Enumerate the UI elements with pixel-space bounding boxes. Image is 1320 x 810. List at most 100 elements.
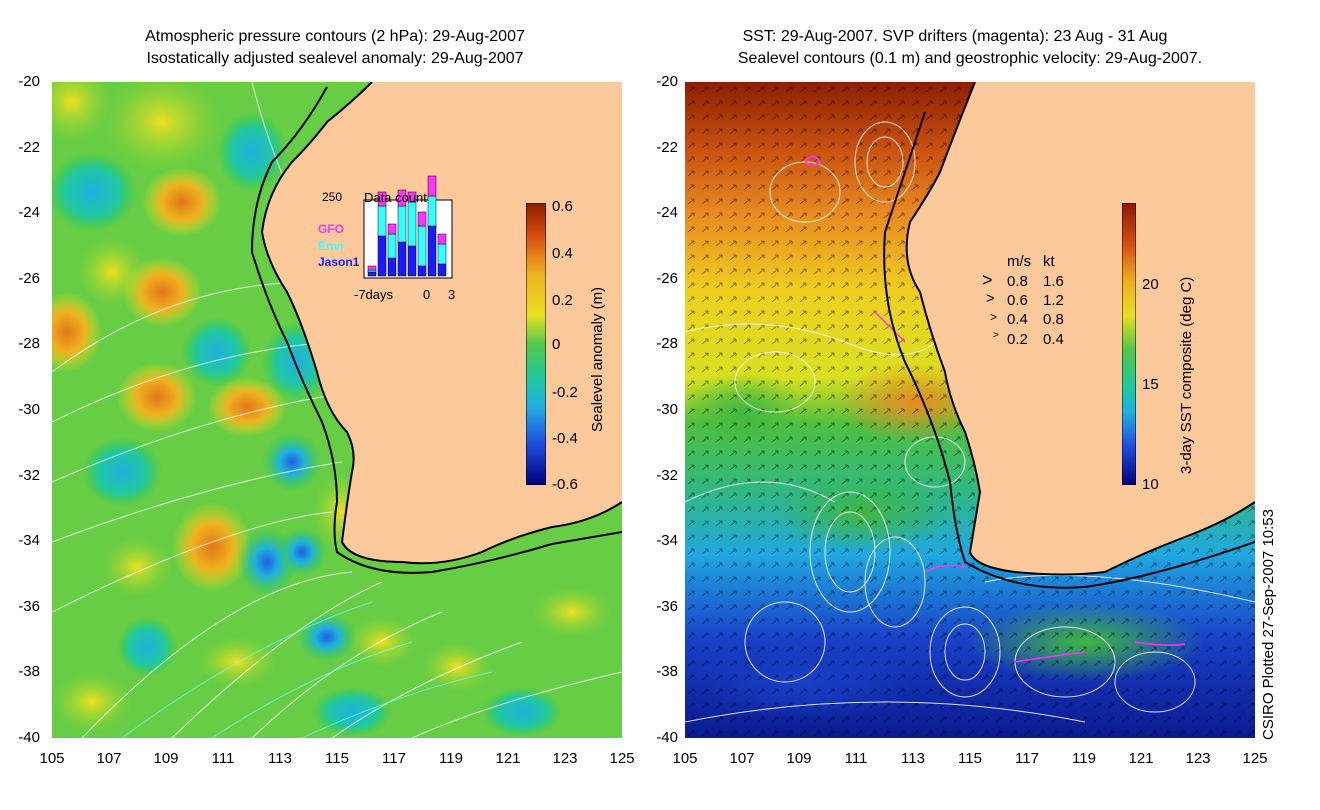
left-xtick-2: 109 (153, 750, 179, 767)
left-xtick-5: 115 (325, 750, 349, 767)
left-colorbar (526, 203, 546, 485)
right-xtick-4: 113 (901, 750, 925, 767)
inset-bar-7-2 (437, 263, 447, 277)
vel-ms-0: 0.8 (1007, 273, 1028, 290)
left-cbar-tick-6: -0.6 (552, 476, 578, 493)
left-xtick-1: 107 (96, 750, 122, 767)
right-cbar-label: 3-day SST composite (deg C) (1178, 276, 1195, 474)
left-ytick-0: -20 (18, 73, 40, 90)
inset-bar-2-0 (387, 223, 397, 235)
right-ytick-8: -36 (656, 597, 678, 615)
right-ytick-3: -26 (656, 269, 678, 287)
inset-bar-4-0 (407, 191, 417, 203)
inset-bar-3-2 (397, 241, 407, 277)
vel-header-ms: m/s (1007, 253, 1032, 270)
left-title-line1: Atmospheric pressure contours (2 hPa): 2… (145, 28, 525, 45)
left-cbar-tick-3: 0 (552, 336, 561, 353)
australia-land-right (906, 82, 1255, 575)
right-ytick-9: -38 (656, 663, 678, 681)
inset-bar-2-2 (387, 257, 397, 277)
left-cbar-label: Sealevel anomaly (m) (589, 286, 606, 432)
inset-bar-2-1 (387, 233, 397, 259)
right-xtick-0: 105 (672, 750, 698, 767)
vel-kt-0: 1.6 (1043, 273, 1064, 290)
inset-bar-3-1 (397, 205, 407, 243)
right-cbar-tick-1: 15 (1142, 376, 1159, 393)
right-ytick-10: -40 (656, 729, 678, 746)
left-xtick-0: 105 (39, 750, 65, 767)
vel-kt-3: 0.4 (1043, 331, 1064, 348)
vel-header-kt: kt (1043, 253, 1055, 270)
inset-bar-4-2 (407, 245, 417, 277)
left-ytick-1: -22 (18, 138, 40, 156)
inset-bar-6-0 (427, 175, 437, 197)
left-xtick-3: 111 (211, 750, 235, 767)
inset-legend-gfo: GFO (318, 222, 344, 236)
right-xtick-7: 119 (1072, 750, 1096, 767)
left-ytick-4: -28 (18, 335, 40, 353)
left-ytick-5: -30 (18, 401, 40, 418)
inset-bar-5-2 (417, 265, 427, 277)
left-ytick-10: -40 (18, 729, 40, 746)
vel-arrow-0: > (982, 270, 993, 290)
inset-xlabel-mid: 0 (423, 287, 431, 302)
inset-bar-5-0 (417, 211, 427, 227)
left-cbar-tick-0: 0.6 (552, 198, 573, 215)
left-xtick-7: 119 (439, 750, 463, 767)
vel-ms-2: 0.4 (1007, 311, 1028, 328)
vel-arrow-1: > (986, 290, 995, 307)
inset-bar-4-1 (407, 201, 417, 247)
inset-legend-jason1: Jason1 (318, 255, 360, 269)
vel-kt-2: 0.8 (1043, 311, 1064, 328)
vel-arrow-3: > (993, 330, 999, 341)
right-ytick-6: -32 (656, 466, 678, 484)
left-cbar-tick-2: 0.2 (552, 292, 573, 309)
left-cbar-tick-5: -0.4 (552, 430, 578, 447)
left-cbar-tick-4: -0.2 (552, 384, 578, 401)
right-xtick-1: 107 (729, 750, 755, 767)
right-xtick-8: 121 (1128, 750, 1154, 767)
inset-bar-7-1 (437, 243, 447, 265)
inset-bar-1-0 (377, 191, 387, 207)
left-xtick-10: 125 (609, 750, 635, 767)
inset-legend-envi: Envi (318, 239, 344, 253)
right-ytick-2: -24 (656, 204, 678, 222)
left-cbar-tick-1: 0.4 (552, 245, 573, 262)
right-cbar-tick-0: 20 (1142, 276, 1159, 293)
inset-bar-5-1 (417, 225, 427, 267)
left-title-line2: Isostatically adjusted sealevel anomaly:… (146, 50, 524, 67)
left-xtick-6: 117 (382, 750, 406, 767)
right-ytick-0: -20 (656, 73, 678, 90)
vel-ms-1: 0.6 (1007, 292, 1028, 309)
left-ytick-3: -26 (18, 269, 40, 287)
right-title-line1: SST: 29-Aug-2007. SVP drifters (magenta)… (742, 28, 1168, 45)
inset-bar-1-1 (377, 205, 387, 237)
inset-bar-1-2 (377, 235, 387, 277)
left-xtick-4: 113 (268, 750, 292, 767)
left-ytick-8: -36 (18, 597, 40, 615)
right-ytick-7: -34 (656, 532, 678, 550)
inset-bar-0-2 (367, 271, 377, 277)
left-xtick-9: 123 (552, 750, 578, 767)
inset-bar-0-0 (367, 265, 377, 271)
left-ytick-6: -32 (18, 466, 40, 484)
vel-arrow-2: > (990, 310, 998, 324)
right-ytick-1: -22 (656, 138, 678, 156)
vel-ms-3: 0.2 (1007, 331, 1028, 348)
right-xtick-2: 109 (786, 750, 812, 767)
right-xtick-3: 111 (844, 750, 868, 767)
vel-kt-1: 1.2 (1043, 292, 1064, 309)
right-title-line2: Sealevel contours (0.1 m) and geostrophi… (737, 50, 1203, 67)
inset-bar-6-1 (427, 195, 437, 227)
left-xtick-8: 121 (495, 750, 521, 767)
inset-title: Data count (364, 190, 427, 205)
left-ytick-9: -38 (18, 663, 40, 681)
inset-bar-7-0 (437, 233, 447, 245)
right-ytick-4: -28 (656, 335, 678, 353)
inset-bar-0-1 (367, 269, 377, 273)
right-ytick-5: -30 (656, 401, 678, 418)
right-colorbar (1122, 203, 1136, 485)
inset-bar-3-0 (397, 189, 407, 207)
right-xtick-5: 115 (958, 750, 982, 767)
right-xtick-9: 123 (1185, 750, 1211, 767)
